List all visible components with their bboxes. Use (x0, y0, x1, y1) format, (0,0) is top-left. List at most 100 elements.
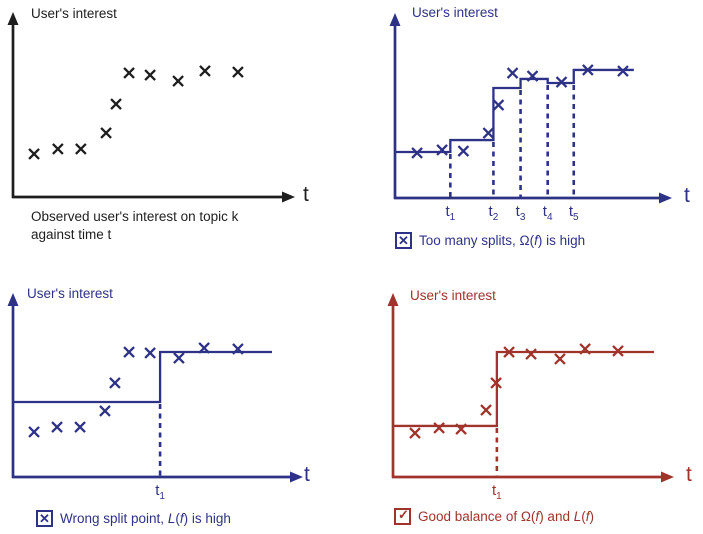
x-axis-arrow (282, 191, 295, 203)
data-point-x-mark (28, 148, 40, 160)
panel-too-many-splits: User's interest t t1 t2 t3 t4 t5 ✕ Too many … (352, 0, 703, 267)
data-point-x-mark (555, 76, 568, 88)
data-point-x-mark (99, 405, 111, 417)
caption-observed: Observed user's interest on topic k agai… (31, 208, 238, 243)
data-point-x-mark (480, 404, 492, 416)
x-box-icon: ✕ (36, 510, 53, 527)
data-point-x-mark (457, 145, 470, 157)
y-axis-label: User's interest (412, 5, 498, 20)
too-many-splits-chart-canvas (389, 13, 672, 204)
data-point-x-mark (51, 421, 63, 433)
split-label-t1: t1 (155, 482, 165, 502)
caption-text: Good balance of Ω(f) and L(f) (418, 509, 594, 524)
data-point-x-mark (490, 377, 502, 389)
panel-observed: User's interest t Observed user's intere… (0, 0, 352, 267)
panel-good-balance: User's interest t t1 ✓ Good balance of Ω… (352, 267, 703, 534)
y-axis-arrow (7, 293, 19, 306)
data-point-x-mark (482, 127, 495, 139)
x-axis-arrow (661, 471, 674, 483)
data-point-x-mark (554, 353, 566, 365)
caption-segment: Too many splits, Ω( (419, 233, 535, 248)
data-point-x-mark (173, 352, 185, 364)
caption-italic-f: L (167, 511, 176, 526)
y-axis-arrow (387, 293, 399, 306)
data-point-x-mark (100, 127, 112, 139)
caption-italic-f: f (534, 233, 538, 248)
caption-segment: Wrong split point, (60, 511, 168, 526)
step-function-line (13, 350, 272, 404)
data-point-x-mark (144, 347, 156, 359)
data-point-x-mark (492, 99, 505, 111)
data-point-x-mark (123, 67, 135, 79)
data-point-x-mark (110, 98, 122, 110)
x-axis-label: t (304, 463, 310, 486)
caption-text: Wrong split point, L(f) is high (60, 511, 231, 526)
caption-italic-f: f (535, 509, 540, 524)
caption-segment: ) is high (537, 233, 586, 248)
data-point-x-mark (436, 144, 448, 156)
data-point-x-mark (455, 423, 467, 435)
caption-italic-f: L (573, 509, 582, 524)
data-point-x-mark (172, 75, 184, 87)
step-function-line (393, 350, 655, 428)
caption-text: Too many splits, Ω(f) is high (419, 233, 585, 248)
caption-segment: ) and (539, 509, 574, 524)
data-point-x-mark (109, 377, 121, 389)
x-axis-label: t (686, 463, 692, 486)
data-point-x-mark (28, 426, 40, 438)
split-label-t1: t1 (445, 203, 456, 223)
split-label-t4: t4 (542, 203, 553, 223)
wrong-split-chart-canvas (7, 293, 303, 483)
caption-too-many-splits: ✕ Too many splits, Ω(f) is high (395, 232, 585, 249)
x-axis-arrow (290, 471, 303, 483)
data-point-x-mark (506, 67, 519, 79)
data-point-x-mark (232, 66, 244, 78)
data-point-x-mark (52, 143, 64, 155)
caption-segment: ( (581, 509, 586, 524)
x-axis-label: t (303, 183, 309, 206)
caption-segment: ) (589, 509, 595, 524)
observed-chart-canvas (7, 12, 295, 203)
data-point-x-mark (525, 348, 537, 360)
data-point-x-mark (411, 147, 423, 159)
data-point-x-mark (433, 422, 445, 434)
x-axis-label: t (684, 184, 690, 207)
step-function-line (395, 68, 634, 154)
caption-wrong-split: ✕ Wrong split point, L(f) is high (36, 510, 231, 527)
caption-segment: ( (175, 511, 180, 526)
y-axis-arrow (7, 12, 19, 25)
data-point-x-mark (199, 65, 211, 77)
good-balance-chart-canvas (387, 293, 674, 483)
data-point-x-mark (75, 143, 87, 155)
x-box-icon: ✕ (395, 232, 412, 249)
caption-text: Observed user's interest on topic k agai… (31, 209, 239, 242)
caption-segment: Good balance of Ω( (418, 509, 536, 524)
panel-wrong-split: User's interest t t1 ✕ Wrong split point… (0, 267, 352, 534)
data-point-x-mark (579, 343, 591, 355)
data-point-x-mark (232, 343, 244, 355)
data-point-x-mark (198, 342, 210, 354)
caption-italic-f: f (585, 509, 590, 524)
y-axis-label: User's interest (27, 286, 113, 301)
y-axis-label: User's interest (31, 6, 117, 21)
data-point-x-mark (74, 421, 86, 433)
y-axis-label: User's interest (410, 288, 496, 303)
caption-good-balance: ✓ Good balance of Ω(f) and L(f) (394, 508, 594, 525)
split-label-t5: t5 (568, 203, 579, 223)
caption-italic-f: f (179, 511, 184, 526)
data-point-x-mark (582, 64, 594, 76)
data-point-x-mark (144, 69, 156, 81)
split-label-t1: t1 (492, 482, 502, 502)
check-box-icon: ✓ (394, 508, 411, 525)
split-label-t3: t3 (515, 203, 526, 223)
split-label-t2: t2 (488, 203, 499, 223)
y-axis-arrow (389, 13, 401, 26)
data-point-x-mark (612, 345, 624, 357)
data-point-x-mark (503, 346, 515, 358)
data-point-x-mark (123, 346, 135, 358)
x-axis-arrow (659, 192, 672, 204)
data-point-x-mark (409, 427, 421, 439)
data-point-x-mark (526, 70, 539, 82)
caption-segment: ) is high (183, 511, 231, 526)
